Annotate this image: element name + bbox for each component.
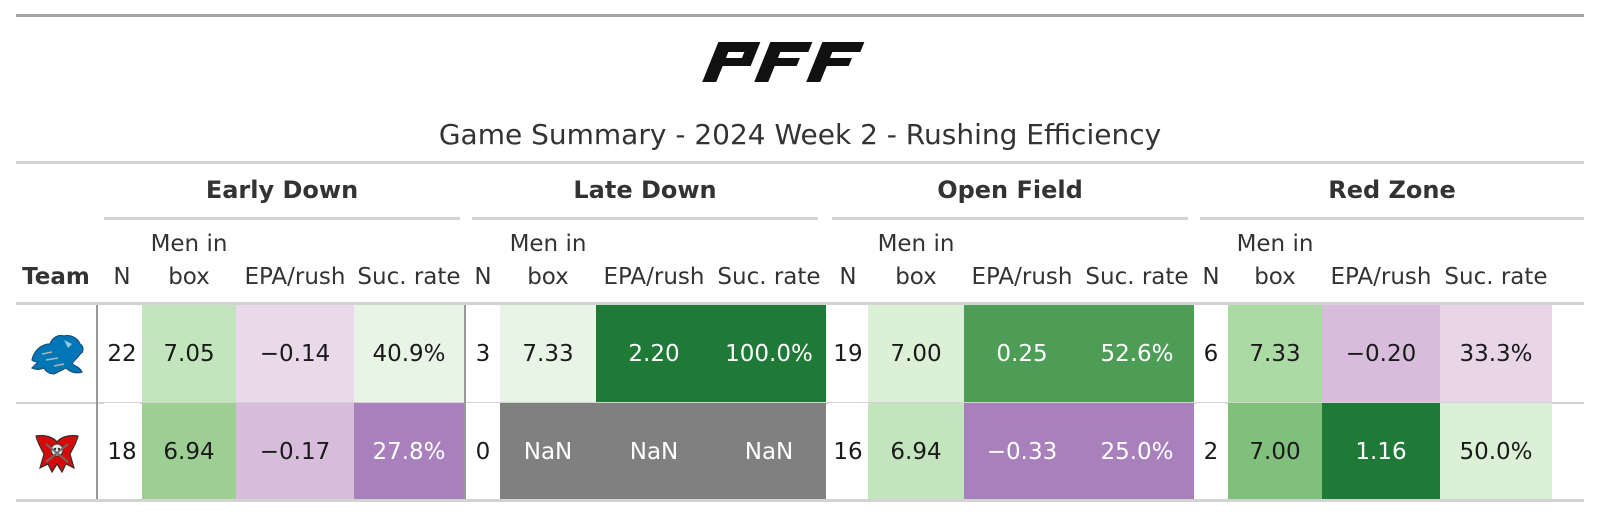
table-cell: 7.00 — [1228, 403, 1322, 500]
table-cell: 6.94 — [142, 403, 236, 500]
top-border — [16, 14, 1584, 17]
column-header-suc: Suc. rate — [1444, 264, 1548, 290]
spanner-line-open-field — [832, 217, 1188, 220]
table-cell: NaN — [596, 403, 712, 500]
table-cell: 19 — [828, 305, 868, 402]
column-header-men-in-box-2: box — [168, 264, 210, 290]
table-cell: 25.0% — [1080, 403, 1194, 500]
table-cell: 6 — [1196, 305, 1226, 402]
column-header-n: N — [1202, 264, 1220, 290]
table-title: Game Summary - 2024 Week 2 - Rushing Eff… — [438, 118, 1162, 151]
spanner-line-early-down — [104, 217, 460, 220]
column-header-men-in-box-1: Men in — [509, 231, 587, 257]
tampa-bay-buccaneers-logo — [35, 434, 79, 474]
table-cell: NaN — [712, 403, 826, 500]
column-header-epa: EPA/rush — [1330, 264, 1432, 290]
column-header-men-in-box-1: Men in — [877, 231, 955, 257]
spanner-late-down: Late Down — [573, 176, 717, 204]
column-header-men-in-box-1: Men in — [1236, 231, 1314, 257]
detroit-lions-logo — [30, 334, 84, 375]
table-cell: 27.8% — [354, 403, 464, 500]
table-cell: −0.17 — [236, 403, 354, 500]
column-header-men-in-box-1: Men in — [150, 231, 228, 257]
table-cell: 2.20 — [596, 305, 712, 402]
table-cell: 16 — [828, 403, 868, 500]
group-divider-1 — [464, 305, 466, 500]
table-cell: 33.3% — [1440, 305, 1552, 402]
spanner-line-late-down — [472, 217, 818, 220]
column-header-men-in-box-2: box — [1254, 264, 1296, 290]
spanner-line-red-zone — [1200, 217, 1584, 220]
column-header-men-in-box-2: box — [527, 264, 569, 290]
column-header-suc: Suc. rate — [1085, 264, 1189, 290]
spanner-open-field: Open Field — [937, 176, 1083, 204]
column-header-suc: Suc. rate — [717, 264, 821, 290]
column-header-n: N — [839, 264, 857, 290]
column-header-epa: EPA/rush — [244, 264, 346, 290]
table-cell: 0 — [466, 403, 500, 500]
column-header-team: Team — [22, 264, 90, 290]
table-cell: 18 — [104, 403, 140, 500]
table-cell: NaN — [500, 403, 596, 500]
table-cell: 50.0% — [1440, 403, 1552, 500]
table-cell: 6.94 — [868, 403, 964, 500]
column-header-men-in-box-2: box — [895, 264, 937, 290]
spanner-early-down: Early Down — [205, 176, 359, 204]
pff-logo — [702, 42, 865, 82]
column-header-epa: EPA/rush — [971, 264, 1073, 290]
table-cell: 22 — [104, 305, 140, 402]
group-divider-0 — [96, 305, 98, 500]
table-cell: 2 — [1196, 403, 1226, 500]
table-cell: 7.00 — [868, 305, 964, 402]
bottom-rule — [16, 499, 1584, 502]
header-rule — [16, 302, 1584, 305]
table-cell: 7.05 — [142, 305, 236, 402]
column-header-n: N — [113, 264, 131, 290]
table-cell: 100.0% — [712, 305, 826, 402]
table-cell: 40.9% — [354, 305, 464, 402]
table-cell: 52.6% — [1080, 305, 1194, 402]
table-cell: −0.20 — [1322, 305, 1440, 402]
spanner-red-zone: Red Zone — [1328, 176, 1456, 204]
table-cell: 0.25 — [964, 305, 1080, 402]
table-cell: 7.33 — [1228, 305, 1322, 402]
table-cell: 1.16 — [1322, 403, 1440, 500]
table-cell: 3 — [466, 305, 500, 402]
column-header-suc: Suc. rate — [357, 264, 461, 290]
title-rule — [16, 161, 1584, 164]
table-cell: 7.33 — [500, 305, 596, 402]
column-header-n: N — [474, 264, 492, 290]
table-cell: −0.33 — [964, 403, 1080, 500]
table-cell: −0.14 — [236, 305, 354, 402]
column-header-epa: EPA/rush — [603, 264, 705, 290]
